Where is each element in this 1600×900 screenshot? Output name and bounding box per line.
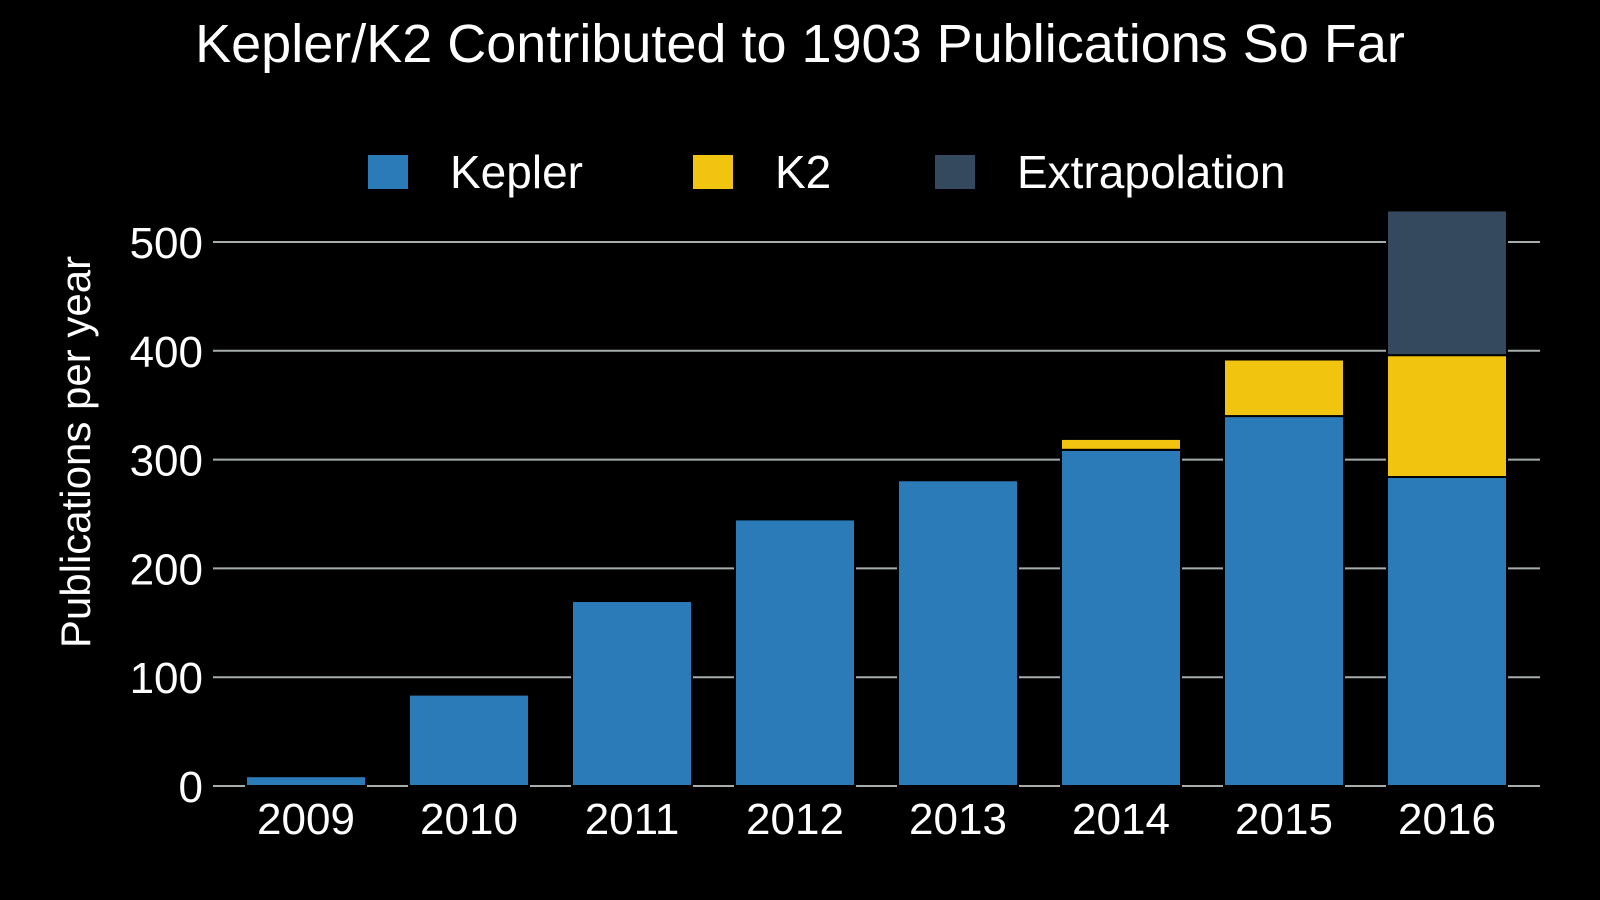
bar-kepler-2016 [1386,476,1508,787]
bar-kepler-2011 [571,600,693,787]
bar-k2-2016 [1386,354,1508,479]
bar-kepler-2012 [734,518,856,787]
x-tick-label: 2013 [909,795,1007,844]
legend-swatch-kepler [368,155,408,189]
bar-kepler-2014 [1060,448,1182,787]
legend-label-kepler: Kepler [450,146,583,198]
legend-label-k2: K2 [775,146,831,198]
bar-k2-2015 [1223,358,1345,418]
bar-kepler-2009 [245,775,367,788]
y-tick-label: 0 [179,763,203,812]
bar-extrapolation-2016 [1386,209,1508,357]
x-tick-label: 2014 [1072,795,1170,844]
x-tick-label: 2015 [1235,795,1333,844]
y-tick-label: 200 [130,545,203,594]
bar-kepler-2010 [408,693,530,787]
y-tick-label: 300 [130,437,203,486]
chart-title: Kepler/K2 Contributed to 1903 Publicatio… [195,14,1405,74]
legend-label-extrapolation: Extrapolation [1017,146,1286,198]
y-tick-label: 100 [130,654,203,703]
y-tick-label: 500 [130,219,203,268]
axes: 0 100 200 300 400 500 2009 2010 2011 2012 2013 2014… [130,219,1496,844]
bar-kepler-2013 [897,479,1019,787]
bar-k2-2014 [1060,437,1182,451]
x-tick-label: 2012 [746,795,844,844]
x-tick-label: 2010 [420,795,518,844]
y-axis-label: Publications per year [52,256,99,648]
legend: Kepler K2 Extrapolation [368,146,1286,198]
x-tick-label: 2009 [257,795,355,844]
y-tick-label: 400 [130,328,203,377]
bars [245,209,1508,788]
legend-swatch-extrapolation [935,155,975,189]
x-tick-label: 2011 [585,795,680,844]
bar-kepler-2015 [1223,415,1345,787]
legend-swatch-k2 [693,155,733,189]
x-tick-label: 2016 [1398,795,1496,844]
